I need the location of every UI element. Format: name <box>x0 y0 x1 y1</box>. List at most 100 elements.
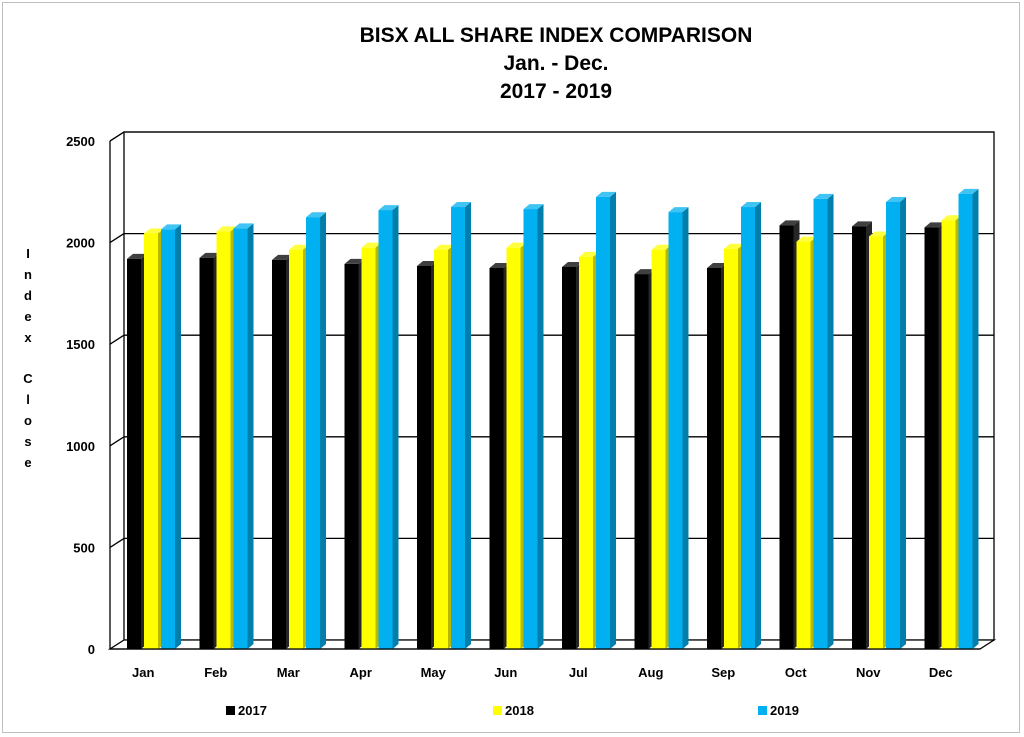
bar-front <box>161 229 175 649</box>
bar-front <box>489 268 504 649</box>
x-tick-label: May <box>421 665 447 680</box>
chart-title-line: BISX ALL SHARE INDEX COMPARISON <box>360 24 753 47</box>
bar-front <box>289 249 303 649</box>
gridline-side <box>109 537 125 548</box>
bar <box>741 202 761 650</box>
bar-side <box>827 193 834 650</box>
bar-front <box>344 263 359 649</box>
y-tick-label: 0 <box>88 642 95 657</box>
bar-top <box>779 220 800 226</box>
legend-label: 2019 <box>770 703 799 718</box>
bar-front <box>852 226 866 649</box>
bar-front <box>924 227 939 650</box>
legend-item: 2017 <box>226 703 267 718</box>
bar-top <box>707 263 727 268</box>
bar-front <box>306 217 320 649</box>
x-tick-label: Mar <box>277 665 300 680</box>
bar-side <box>392 205 399 649</box>
bar-front <box>634 274 649 649</box>
bar-top <box>886 196 906 202</box>
x-tick-label: Jul <box>569 665 588 680</box>
bar-top <box>233 223 254 229</box>
bars <box>127 188 979 650</box>
bar-side <box>465 202 471 650</box>
legend-swatch <box>758 706 767 715</box>
bar-side <box>610 191 616 649</box>
bar-top <box>869 231 889 237</box>
gridline-side <box>109 334 125 345</box>
bar-front <box>796 241 811 650</box>
bar-front <box>886 201 900 649</box>
bar-top <box>361 242 382 248</box>
bar-top <box>724 243 744 249</box>
bar <box>886 196 906 649</box>
bar-top <box>668 207 689 213</box>
bar-front <box>579 256 593 649</box>
bar-top <box>562 261 582 267</box>
bar <box>958 188 979 649</box>
bar-front <box>869 236 883 649</box>
bar <box>233 223 254 649</box>
bar-top <box>161 224 181 230</box>
bar-top <box>199 252 220 258</box>
bar-top <box>434 244 454 250</box>
x-tick-label: Oct <box>785 665 807 680</box>
bar-front <box>144 233 158 649</box>
bar-top <box>852 221 872 227</box>
bar-top <box>596 191 616 197</box>
legend-item: 2018 <box>493 703 534 718</box>
bar-top <box>924 222 945 228</box>
x-tick-label: Aug <box>638 665 663 680</box>
y-tick-label: 2000 <box>66 236 95 251</box>
bar-top <box>216 226 237 232</box>
x-tick-label: Jun <box>494 665 517 680</box>
bar-front <box>506 247 521 649</box>
bar-top <box>741 202 761 208</box>
bar-top <box>451 202 471 208</box>
bar-front <box>596 196 610 649</box>
bar-front <box>813 198 828 650</box>
bar-side <box>900 196 906 649</box>
bar-side <box>972 188 979 649</box>
x-axis-ticks: Jan Feb Mar Apr May Jun Jul Aug Sep Oct Nov Dec <box>132 665 953 680</box>
y-tick-label: 2500 <box>66 134 95 149</box>
chart-title: BISX ALL SHARE INDEX COMPARISON Jan. - De… <box>360 24 753 103</box>
chart-title-line: 2017 - 2019 <box>500 80 612 103</box>
legend-label: 2018 <box>505 703 534 718</box>
bar-top <box>289 244 309 250</box>
bar-top <box>144 228 164 234</box>
bar-front <box>523 209 538 649</box>
bar-front <box>668 212 683 649</box>
x-tick-label: Dec <box>929 665 953 680</box>
bar-top <box>958 188 979 194</box>
bar-front <box>216 231 231 649</box>
bar-side <box>175 224 181 649</box>
bar-front <box>127 258 141 649</box>
bar-front <box>741 207 755 650</box>
bar-front <box>199 257 214 649</box>
y-tick-label: 1500 <box>66 337 95 352</box>
chart-title-line: Jan. - Dec. <box>503 52 608 75</box>
bar-top <box>941 215 962 221</box>
x-tick-label: Jan <box>132 665 154 680</box>
bar-top <box>272 254 292 260</box>
bar-top <box>489 263 510 268</box>
y-tick-label: 1000 <box>66 439 95 454</box>
bar-front <box>707 268 721 649</box>
legend-swatch <box>226 706 235 715</box>
legend-label: 2017 <box>238 703 267 718</box>
bar-front <box>779 225 794 649</box>
bar <box>813 193 834 650</box>
gridline-side <box>109 233 125 244</box>
bar-front <box>651 249 666 649</box>
bar <box>378 205 399 649</box>
bar <box>523 204 544 649</box>
bar-front <box>724 248 738 650</box>
bar-side <box>682 207 689 649</box>
x-tick-label: Nov <box>856 665 881 680</box>
bar-chart: BISX ALL SHARE INDEX COMPARISON Jan. - De… <box>23 24 997 718</box>
bar-front <box>378 210 393 649</box>
